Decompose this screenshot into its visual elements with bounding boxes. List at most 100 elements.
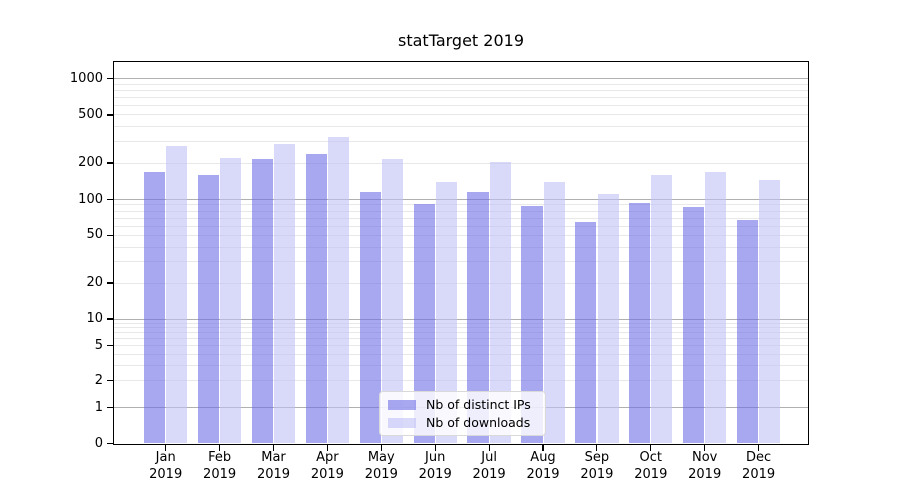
y-tick-mark [106, 77, 113, 80]
y-tick-mark [106, 162, 113, 164]
bar-downloads-sep [597, 194, 619, 444]
minor-gridline [113, 322, 809, 324]
legend-item-downloads: Nb of downloads [388, 415, 537, 430]
x-tick-year: 2019 [742, 466, 776, 482]
y-tick-label: 0 [94, 435, 103, 451]
x-tick-label-dec: Dec 2019 [731, 450, 787, 483]
x-tick-year: 2019 [634, 466, 668, 482]
minor-gridline [113, 282, 809, 284]
x-tick-mark [326, 444, 328, 451]
x-tick-label-oct: Oct 2019 [623, 450, 679, 483]
major-gridline [113, 199, 809, 200]
minor-gridline [113, 104, 809, 106]
y-tick-label: 10 [86, 311, 103, 326]
x-tick-mark [650, 444, 652, 451]
x-tick-mark [488, 444, 490, 451]
y-tick-label: 100 [78, 191, 103, 207]
x-tick-label-mar: Mar 2019 [246, 450, 302, 483]
y-tick-label: 20 [86, 275, 103, 291]
x-tick-mark [758, 444, 760, 451]
bar-distinct-ips-aug [521, 206, 543, 444]
x-tick-year: 2019 [418, 466, 452, 482]
minor-gridline [113, 96, 809, 98]
legend-item-distinct-ips: Nb of distinct IPs [388, 397, 537, 412]
minor-gridline [113, 353, 809, 355]
legend-swatch-downloads [388, 417, 416, 428]
minor-gridline [113, 89, 809, 91]
minor-gridline [113, 225, 809, 227]
bar-downloads-aug [543, 181, 565, 444]
y-tick-mark [106, 380, 113, 382]
y-tick-mark [106, 234, 113, 237]
minor-gridline [113, 380, 809, 382]
minor-gridline [113, 246, 809, 248]
x-tick-label-nov: Nov 2019 [677, 450, 733, 483]
y-tick-label: 1 [94, 399, 103, 415]
x-tick-label-aug: Aug 2019 [515, 450, 571, 483]
x-tick-year: 2019 [526, 466, 560, 482]
x-tick-year: 2019 [149, 466, 183, 482]
minor-gridline [113, 345, 809, 347]
bar-distinct-ips-feb [197, 174, 220, 444]
x-tick-year: 2019 [580, 466, 614, 482]
legend: Nb of distinct IPs Nb of downloads [379, 391, 546, 436]
minor-gridline [113, 217, 809, 219]
x-tick-label-jan: Jan 2019 [138, 450, 194, 483]
x-tick-label-sep: Sep 2019 [569, 450, 625, 483]
major-gridline [113, 78, 809, 79]
x-tick-month: Dec [746, 450, 772, 465]
x-tick-month: Feb [208, 450, 232, 465]
y-tick-label: 50 [86, 227, 103, 243]
y-tick-label: 5 [94, 337, 103, 353]
bar-downloads-jun [435, 181, 457, 444]
major-gridline [113, 318, 809, 320]
x-tick-month: May [367, 450, 395, 465]
x-tick-label-apr: Apr 2019 [299, 450, 355, 483]
bar-distinct-ips-jun [413, 203, 435, 444]
x-tick-mark [704, 444, 706, 451]
bar-downloads-may [381, 159, 403, 444]
y-tick-mark [106, 198, 113, 201]
minor-gridline [113, 261, 809, 263]
x-tick-month: Aug [530, 450, 556, 465]
x-tick-label-jun: Jun 2019 [407, 450, 463, 483]
bar-distinct-ips-dec [736, 220, 759, 444]
x-tick-year: 2019 [256, 466, 291, 482]
x-tick-mark [596, 444, 598, 451]
bar-distinct-ips-apr [305, 153, 327, 444]
minor-gridline [113, 327, 809, 329]
bar-downloads-jan [166, 146, 188, 444]
minor-gridline [113, 210, 809, 212]
minor-gridline [113, 204, 809, 206]
bar-distinct-ips-jul [467, 192, 489, 444]
y-tick-label: 1000 [69, 70, 103, 86]
bar-distinct-ips-sep [575, 221, 597, 444]
bar-distinct-ips-mar [251, 159, 274, 444]
x-tick-mark [434, 444, 436, 451]
minor-gridline [113, 126, 809, 128]
x-tick-mark [219, 444, 221, 451]
bar-distinct-ips-oct [629, 202, 651, 444]
x-tick-month: Apr [316, 450, 339, 465]
x-tick-year: 2019 [688, 466, 722, 482]
bar-distinct-ips-jan [144, 171, 166, 444]
minor-gridline [113, 162, 809, 164]
x-tick-month: Jul [481, 450, 497, 465]
x-tick-mark [272, 444, 275, 451]
x-tick-year: 2019 [472, 466, 506, 482]
y-tick-mark [106, 282, 113, 284]
x-tick-month: Jan [155, 450, 176, 465]
bar-downloads-jul [489, 161, 511, 444]
y-tick-mark [106, 114, 113, 116]
bar-downloads-dec [759, 179, 781, 444]
minor-gridline [113, 234, 809, 236]
y-tick-mark [106, 406, 113, 409]
y-tick-label: 500 [78, 106, 103, 122]
y-tick-mark [106, 442, 113, 445]
x-tick-year: 2019 [364, 466, 398, 482]
y-tick-mark [106, 345, 113, 347]
minor-gridline [113, 114, 809, 116]
minor-gridline [113, 332, 809, 334]
x-tick-label-jul: Jul 2019 [461, 450, 517, 483]
